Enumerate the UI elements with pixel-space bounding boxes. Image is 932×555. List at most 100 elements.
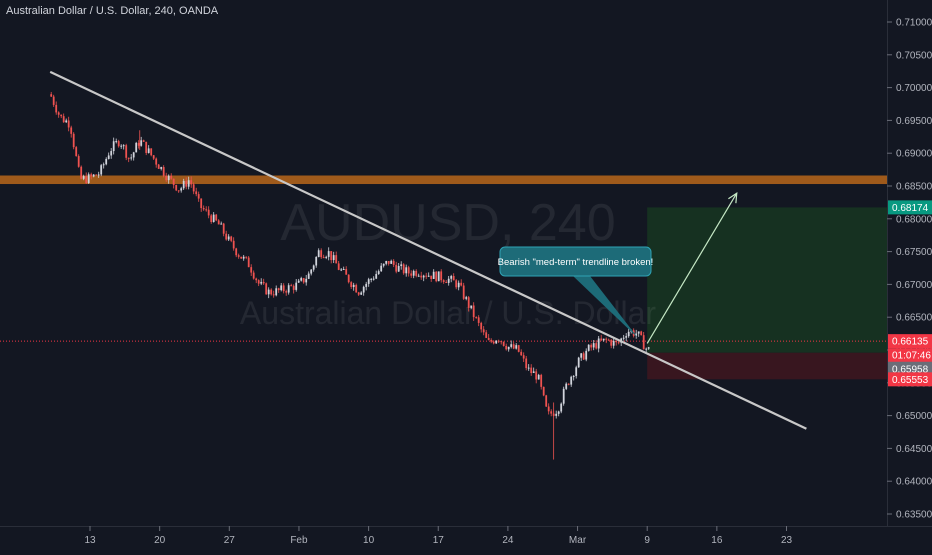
candle-body [175,184,178,191]
candle-body [327,251,330,257]
candle-body [147,148,150,153]
candle [532,367,535,374]
candle-body [500,341,503,343]
callout[interactable]: Bearish "med-term" trendline broken! [498,246,654,338]
candle [212,212,215,223]
trendline[interactable] [49,70,807,430]
candle [415,269,418,278]
chart-title: Australian Dollar / U.S. Dollar, 240, OA… [6,5,219,17]
candle [340,267,343,272]
candle [425,272,428,280]
price-tick-label: 0.67000 [896,280,932,291]
candle [525,355,528,371]
entry-price-label-bg [888,361,932,376]
candle [410,270,413,278]
candle [127,157,130,163]
time-tick-label: Mar [569,535,587,546]
candle-body [92,174,95,177]
candle [457,280,460,291]
candle-body [235,248,238,256]
candle [190,176,193,188]
candle-body [255,278,258,281]
candle-body [502,341,505,346]
candle-body [265,283,268,295]
candle-body [590,344,593,348]
candle [422,274,425,282]
candle-body [267,289,270,295]
candle [572,375,575,381]
candle [200,198,203,212]
candle-body [640,331,643,336]
candle-body [355,284,358,293]
candle-body [122,145,125,147]
candle [600,334,603,342]
stop-price-label: 0.65553 [888,372,932,387]
candle [165,172,168,182]
target-price-label-text: 0.68174 [892,203,929,214]
candle [217,219,220,225]
candle-body [400,264,403,267]
candle-body [550,411,553,414]
candle-body [52,96,55,105]
candle-body [287,285,290,293]
candle [62,113,65,123]
candle-body [277,288,280,291]
candle [227,234,230,242]
candle [102,162,105,169]
candle-body [372,278,375,280]
candle-body [412,270,415,276]
target-price-label-bg [888,200,932,215]
candle-body [472,305,475,318]
candle [120,144,123,149]
price-tick-label: 0.68000 [896,214,932,225]
loss-zone[interactable] [647,352,887,380]
candle-body [217,220,220,225]
candle-body [150,148,153,156]
candle [610,338,613,349]
candle-body [137,142,140,146]
callout-box[interactable] [499,246,652,277]
candle [515,343,518,350]
candle-body [237,255,240,257]
time-tick-label: Feb [290,535,308,546]
candle [75,146,78,157]
resistance-zone[interactable] [0,175,887,185]
candle [570,375,573,387]
candle-body [505,345,508,350]
candle-body [592,343,595,348]
candle [522,352,525,362]
candle-body [227,236,230,240]
candle [287,283,290,295]
candle [395,261,398,274]
candle [300,276,303,282]
candle-body [495,340,498,344]
candle [355,283,358,293]
candle [640,330,643,336]
arrow-line[interactable] [646,192,738,344]
candle-body [570,376,573,385]
candle-body [242,256,245,259]
projection-arrow[interactable] [646,192,738,344]
candle [540,373,543,390]
candle [370,277,373,283]
candle [172,178,175,189]
candle [332,251,335,264]
price-tick-label: 0.63500 [896,510,932,521]
candle-body [157,164,160,169]
profit-zone[interactable] [647,207,887,353]
candle [157,163,160,169]
candle [330,251,333,264]
countdown-label: 01:07:46 [888,348,932,363]
candle [162,165,165,178]
candle [342,266,345,271]
time-axis[interactable]: 13 20 27 Feb 10 17 24 Mar 9 16 23 [0,526,932,546]
candle [207,206,210,219]
candle [350,281,353,289]
price-axis[interactable]: 0.71000 0.70500 0.70000 0.69500 0.69000 0.685… [887,0,932,526]
candle-body [622,337,625,339]
candle-body [57,112,60,115]
candle [447,275,450,286]
arrow-head [728,192,738,204]
